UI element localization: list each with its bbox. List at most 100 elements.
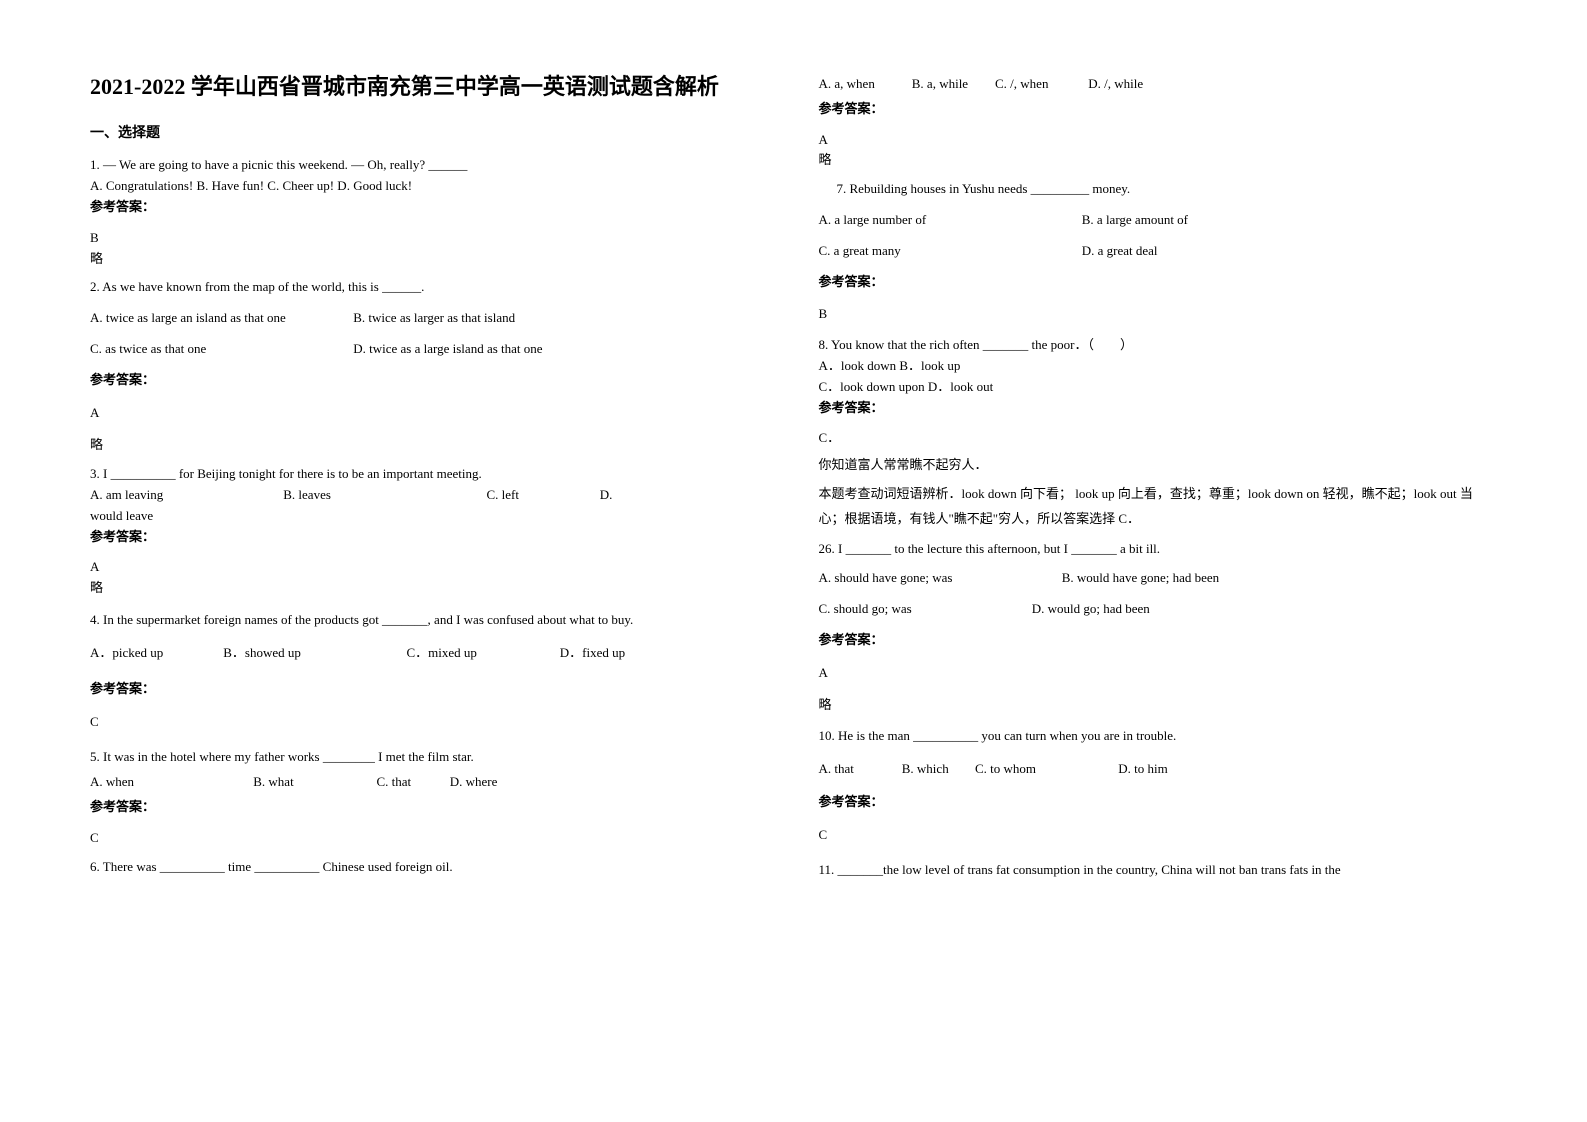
q3-opt-d: would leave: [90, 506, 769, 527]
q5-opt-b: B. what: [253, 772, 373, 793]
q4-answer: C: [90, 712, 769, 733]
q5-answer: C: [90, 828, 769, 849]
q6-opt-a: A. a, when: [819, 74, 909, 95]
q2-opt-a: A. twice as large an island as that one: [90, 308, 350, 329]
q9-row2: C. should go; was D. would go; had been: [819, 599, 1498, 620]
question-6-continued: A. a, when B. a, while C. /, when D. /, …: [819, 74, 1498, 171]
q2-row2: C. as twice as that one D. twice as a la…: [90, 339, 769, 360]
q7-answer: B: [819, 304, 1498, 325]
q8-explain2: 本题考查动词短语辨析．look down 向下看； look up 向上看，查找…: [819, 482, 1498, 531]
q4-opt-a: A．picked up: [90, 643, 220, 664]
q4-opt-c: C．mixed up: [407, 643, 557, 664]
q10-text: 10. He is the man __________ you can tur…: [819, 726, 1498, 747]
q9-opt-d: D. would go; had been: [1032, 601, 1150, 616]
q7-row2: C. a great many D. a great deal: [819, 241, 1498, 262]
q6-opt-c: C. /, when: [995, 74, 1085, 95]
q5-opt-d: D. where: [450, 774, 498, 789]
q2-text: 2. As we have known from the map of the …: [90, 277, 769, 298]
q8-explain1: 你知道富人常常瞧不起穷人．: [819, 455, 1498, 476]
right-column: A. a, when B. a, while C. /, when D. /, …: [819, 70, 1498, 889]
q6-answer-label: 参考答案：: [819, 99, 1498, 120]
question-11: 11. _______the low level of trans fat co…: [819, 860, 1498, 881]
question-5: 5. It was in the hotel where my father w…: [90, 747, 769, 848]
q2-row1: A. twice as large an island as that one …: [90, 308, 769, 329]
q4-opt-d: D．fixed up: [560, 645, 625, 660]
q10-opt-b: B. which: [902, 759, 972, 780]
q7-answer-label: 参考答案：: [819, 272, 1498, 293]
q6-opt-d: D. /, while: [1088, 76, 1143, 91]
q5-text: 5. It was in the hotel where my father w…: [90, 747, 769, 768]
q9-text: 26. I _______ to the lecture this aftern…: [819, 539, 1498, 560]
q10-answer: C: [819, 825, 1498, 846]
question-8: 8. You know that the rich often _______ …: [819, 335, 1498, 531]
q9-answer-label: 参考答案：: [819, 630, 1498, 651]
q6-text: 6. There was __________ time __________ …: [90, 857, 769, 878]
q4-text: 4. In the supermarket foreign names of t…: [90, 607, 769, 633]
q8-line1: A．look down B．look up: [819, 356, 1498, 377]
q3-answer: A: [90, 557, 769, 578]
q8-answer-label: 参考答案：: [819, 398, 1498, 419]
q11-text: 11. _______the low level of trans fat co…: [819, 860, 1498, 881]
q10-opt-a: A. that: [819, 759, 899, 780]
q7-opt-d: D. a great deal: [1082, 243, 1158, 258]
q10-answer-label: 参考答案：: [819, 792, 1498, 813]
q4-answer-label: 参考答案：: [90, 679, 769, 700]
q4-options: A．picked up B．showed up C．mixed up D．fix…: [90, 643, 769, 664]
q7-opt-c: C. a great many: [819, 241, 1079, 262]
q9-note: 略: [819, 695, 1498, 716]
q8-answer: C．: [819, 428, 1498, 449]
q7-row1: A. a large number of B. a large amount o…: [819, 210, 1498, 231]
q9-opt-b: B. would have gone; had been: [1062, 570, 1219, 585]
q10-options: A. that B. which C. to whom D. to him: [819, 759, 1498, 780]
q1-answer: B: [90, 228, 769, 249]
q2-opt-b: B. twice as larger as that island: [353, 310, 515, 325]
q9-opt-c: C. should go; was: [819, 599, 1029, 620]
question-4: 4. In the supermarket foreign names of t…: [90, 607, 769, 732]
q6-note: 略: [819, 150, 1498, 171]
q10-opt-c: C. to whom: [975, 759, 1115, 780]
q5-answer-label: 参考答案：: [90, 797, 769, 818]
question-7: 7. Rebuilding houses in Yushu needs ____…: [819, 179, 1498, 325]
q3-opt-d-prefix: D.: [600, 487, 613, 502]
q3-text: 3. I __________ for Beijing tonight for …: [90, 464, 769, 485]
q7-opt-a: A. a large number of: [819, 210, 1079, 231]
q8-line2: C．look down upon D．look out: [819, 377, 1498, 398]
q2-opt-c: C. as twice as that one: [90, 339, 350, 360]
section-header: 一、选择题: [90, 123, 769, 145]
q6-opt-b: B. a, while: [912, 74, 992, 95]
q1-options: A. Congratulations! B. Have fun! C. Chee…: [90, 176, 769, 197]
q5-opt-c: C. that: [377, 772, 447, 793]
question-9: 26. I _______ to the lecture this aftern…: [819, 539, 1498, 716]
question-2: 2. As we have known from the map of the …: [90, 277, 769, 456]
q6-options: A. a, when B. a, while C. /, when D. /, …: [819, 74, 1498, 95]
q1-answer-label: 参考答案：: [90, 197, 769, 218]
q2-note: 略: [90, 435, 769, 456]
q3-options-row: A. am leaving B. leaves C. left D.: [90, 485, 769, 506]
q9-answer: A: [819, 663, 1498, 684]
q10-opt-d: D. to him: [1118, 761, 1167, 776]
question-6: 6. There was __________ time __________ …: [90, 857, 769, 878]
q8-text: 8. You know that the rich often _______ …: [819, 335, 1498, 356]
q3-note: 略: [90, 578, 769, 599]
q5-options: A. when B. what C. that D. where: [90, 772, 769, 793]
q4-opt-b: B．showed up: [223, 643, 403, 664]
q2-answer: A: [90, 403, 769, 424]
q7-opt-b: B. a large amount of: [1082, 212, 1188, 227]
q3-opt-b: B. leaves: [283, 485, 483, 506]
q3-opt-a: A. am leaving: [90, 485, 280, 506]
q5-opt-a: A. when: [90, 772, 250, 793]
q1-note: 略: [90, 249, 769, 270]
question-10: 10. He is the man __________ you can tur…: [819, 726, 1498, 845]
q3-answer-label: 参考答案：: [90, 527, 769, 548]
q1-text: 1. — We are going to have a picnic this …: [90, 155, 769, 176]
q9-opt-a: A. should have gone; was: [819, 568, 1059, 589]
q7-text: 7. Rebuilding houses in Yushu needs ____…: [837, 179, 1498, 200]
question-3: 3. I __________ for Beijing tonight for …: [90, 464, 769, 599]
q3-opt-c: C. left: [487, 485, 597, 506]
q2-opt-d: D. twice as a large island as that one: [353, 341, 542, 356]
left-column: 2021-2022 学年山西省晋城市南充第三中学高一英语测试题含解析 一、选择题…: [90, 70, 769, 889]
q6-answer: A: [819, 130, 1498, 151]
document-title: 2021-2022 学年山西省晋城市南充第三中学高一英语测试题含解析: [90, 70, 769, 103]
question-1: 1. — We are going to have a picnic this …: [90, 155, 769, 269]
q2-answer-label: 参考答案：: [90, 370, 769, 391]
